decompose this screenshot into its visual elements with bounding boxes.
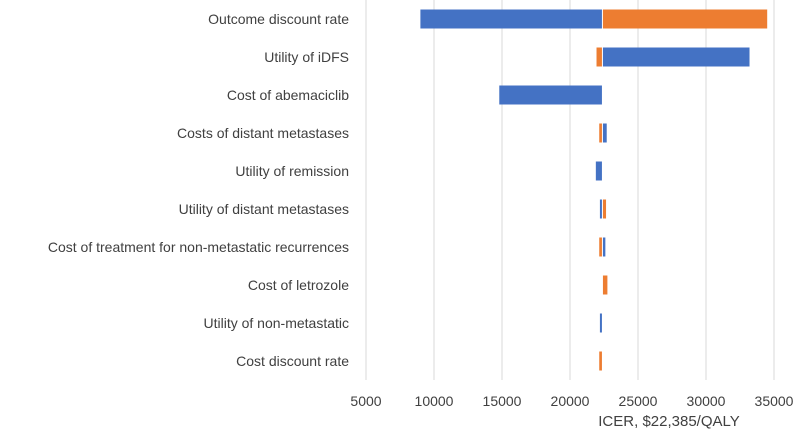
bar-high <box>599 123 603 143</box>
bar-low <box>499 85 603 105</box>
x-tick-label: 5000 <box>350 393 381 409</box>
x-tick-label: 15000 <box>483 393 522 409</box>
x-tick-label: 20000 <box>551 393 590 409</box>
bar-high <box>602 199 607 219</box>
category-label: Utility of non-metastatic <box>204 315 350 331</box>
bar-low <box>599 313 603 333</box>
category-label: Utility of iDFS <box>264 49 349 65</box>
x-tick-label: 25000 <box>619 393 658 409</box>
x-axis-title: ICER, $22,385/QALY <box>598 413 739 430</box>
bar-low <box>595 161 603 181</box>
bar-low <box>602 123 607 143</box>
bar-high <box>596 47 603 67</box>
bars <box>420 0 768 380</box>
bar-low <box>420 9 603 29</box>
bar-high <box>602 275 608 295</box>
category-label: Cost of treatment for non-metastatic rec… <box>48 239 349 255</box>
category-label: Cost of letrozole <box>248 277 349 293</box>
category-labels: Outcome discount rate Utility of iDFS Cost… <box>48 11 349 369</box>
category-label: Costs of distant metastases <box>177 125 349 141</box>
x-axis-ticks: 5000 10000 15000 20000 25000 30000 35000 <box>350 393 793 409</box>
bar-low <box>602 47 750 67</box>
category-label: Cost of abemaciclib <box>227 87 349 103</box>
category-label: Utility of remission <box>235 163 349 179</box>
category-label: Outcome discount rate <box>208 11 349 27</box>
bar-low <box>602 237 606 257</box>
bar-low <box>599 199 603 219</box>
category-label: Utility of distant metastases <box>179 201 349 217</box>
category-label: Cost discount rate <box>236 353 349 369</box>
x-tick-label: 30000 <box>687 393 726 409</box>
x-tick-label: 10000 <box>415 393 454 409</box>
x-tick-label: 35000 <box>755 393 794 409</box>
bar-high <box>599 351 603 371</box>
bar-high <box>602 9 768 29</box>
bar-high <box>599 237 603 257</box>
